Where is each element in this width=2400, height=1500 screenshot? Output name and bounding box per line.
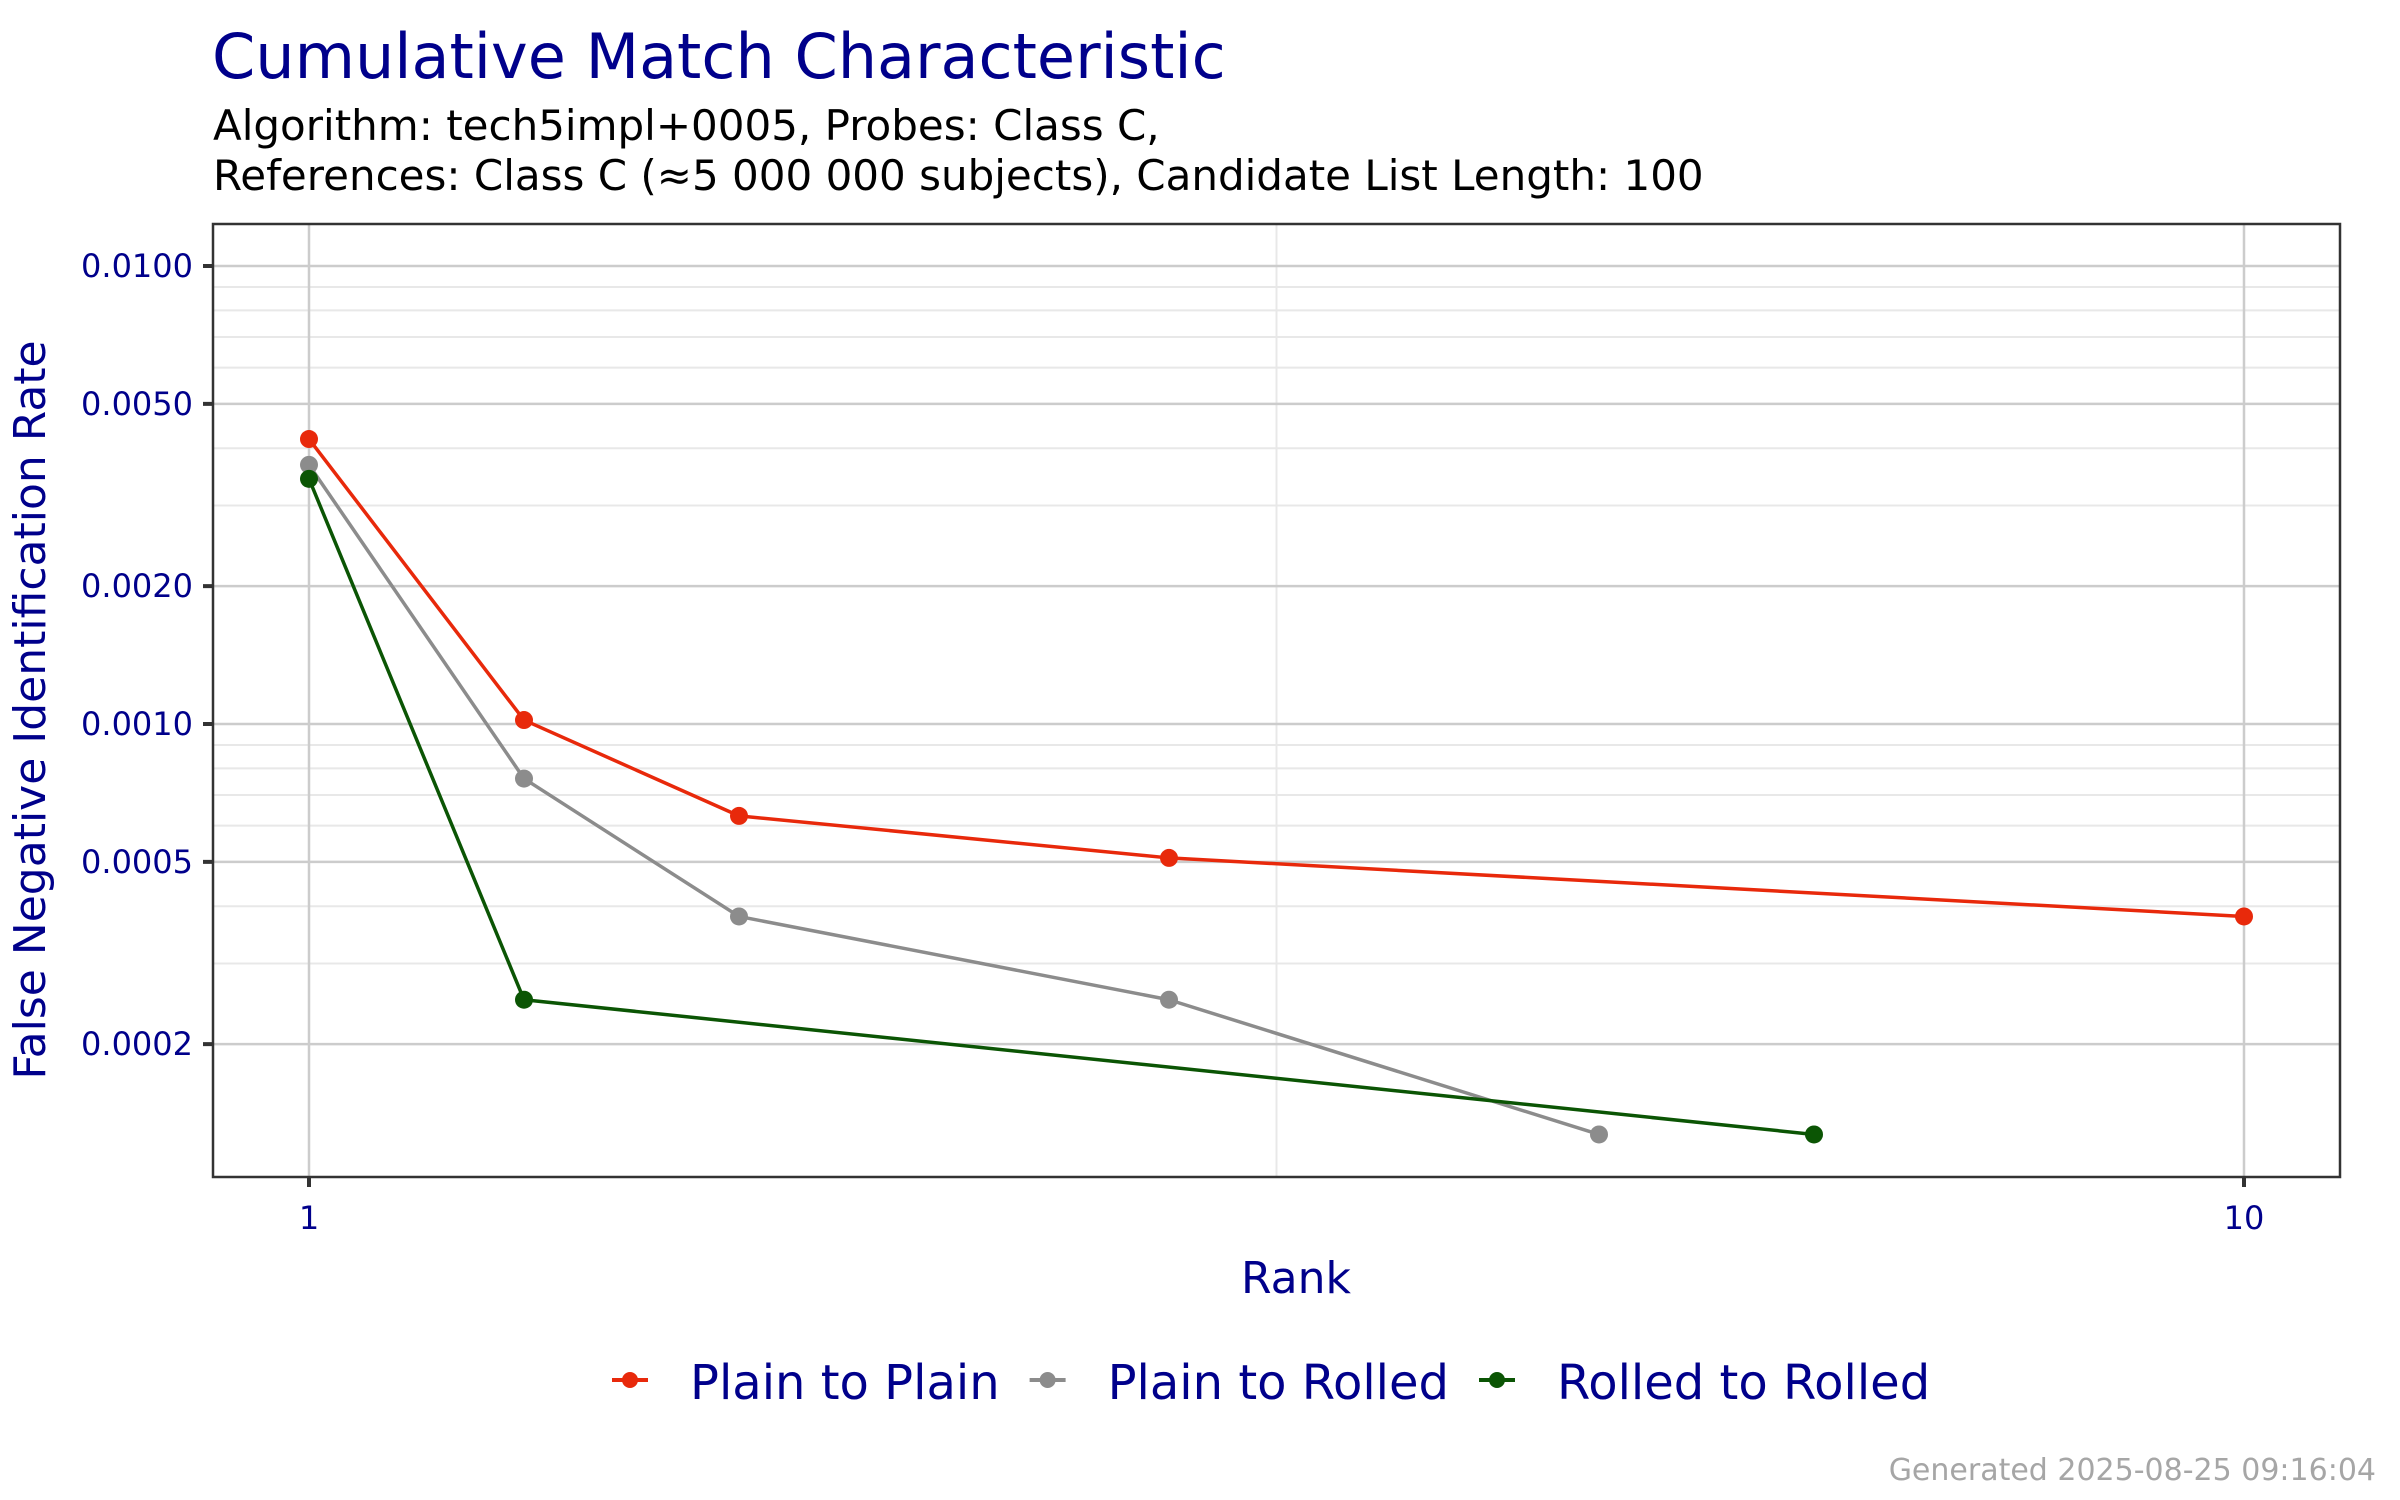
chart-subtitle-line1: Algorithm: tech5impl+0005, Probes: Class… <box>213 101 1160 150</box>
legend-item: Plain to Plain <box>612 1355 1000 1411</box>
data-point <box>300 455 318 474</box>
major-gridlines <box>213 224 2340 1177</box>
y-tick-label: 0.0005 <box>81 843 193 881</box>
y-axis: 0.0002 0.0005 0.0010 0.0020 0.0050 0.0100 <box>81 247 213 1063</box>
legend-marker-icon <box>622 1372 638 1388</box>
legend-label: Plain to Plain <box>690 1355 1000 1411</box>
data-point <box>515 990 533 1009</box>
legend-marker-icon <box>1039 1372 1056 1388</box>
x-axis: 1 10 <box>299 1177 2265 1237</box>
data-point <box>1590 1125 1608 1144</box>
series-rolled-to-rolled <box>300 469 1823 1144</box>
x-tick-label: 10 <box>2224 1199 2265 1237</box>
y-tick-label: 0.0002 <box>81 1025 193 1063</box>
legend: Plain to Plain Plain to Rolled Rolled to R… <box>612 1355 1930 1411</box>
series-layer <box>300 430 2253 1144</box>
data-point <box>515 769 533 788</box>
data-point <box>1805 1125 1823 1144</box>
y-tick-label: 0.0100 <box>81 247 193 285</box>
series-plain-to-plain <box>300 430 2253 926</box>
minor-gridlines <box>213 224 2340 1177</box>
data-point <box>2235 907 2253 926</box>
legend-marker-icon <box>1489 1372 1505 1388</box>
data-point <box>300 430 318 449</box>
legend-item: Rolled to Rolled <box>1479 1355 1930 1411</box>
plot-panel-border <box>211 222 2342 1179</box>
data-point <box>1160 990 1178 1009</box>
y-tick-label: 0.0050 <box>81 385 193 423</box>
x-axis-title: Rank <box>1241 1253 1351 1304</box>
legend-item: Plain to Rolled <box>1029 1355 1449 1411</box>
generated-timestamp: Generated 2025-08-25 09:16:04 <box>1889 1453 2376 1488</box>
data-point <box>1160 848 1178 867</box>
series-line <box>307 478 1815 1137</box>
y-axis-title: False Negative Identification Rate <box>5 340 56 1079</box>
data-point <box>300 469 318 488</box>
chart-subtitle-line2: References: Class C (≈5 000 000 subjects… <box>213 151 1704 200</box>
legend-label: Rolled to Rolled <box>1557 1355 1930 1411</box>
x-tick-label: 1 <box>299 1199 319 1237</box>
series-plain-to-rolled <box>300 455 1608 1144</box>
data-point <box>730 806 748 825</box>
legend-label: Plain to Rolled <box>1108 1355 1449 1411</box>
series-line <box>307 463 1600 1137</box>
y-tick-label: 0.0010 <box>81 705 193 743</box>
y-tick-label: 0.0020 <box>81 567 193 605</box>
chart-title: Cumulative Match Characteristic <box>212 20 1226 93</box>
data-point <box>515 711 533 730</box>
data-point <box>730 907 748 926</box>
